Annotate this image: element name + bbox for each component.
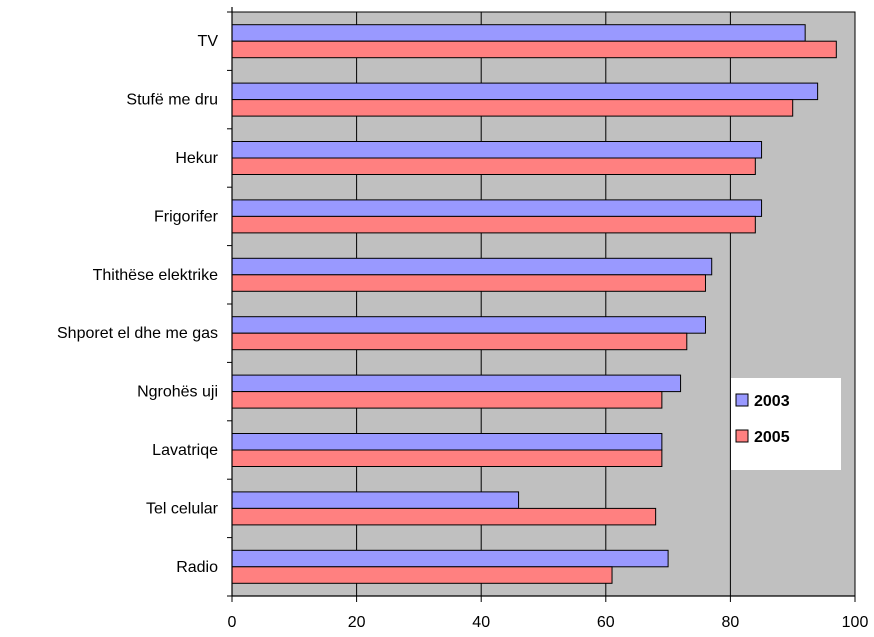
legend-label-2005: 2005: [754, 429, 790, 446]
bar-2003-2: [231, 141, 763, 159]
category-label: Shporet el dhe me gas: [57, 325, 218, 342]
bar-2005-1: [231, 99, 794, 117]
bar-2003-1: [231, 82, 819, 101]
bars: [231, 24, 837, 584]
axes: [227, 7, 856, 602]
legend: 2003 2005: [731, 378, 841, 470]
x-tick-label: 100: [842, 614, 869, 631]
bar-2005-9: [231, 566, 613, 584]
x-tick-label: 40: [472, 614, 490, 631]
bar-2003-5: [231, 316, 706, 334]
bar-2005-8: [231, 507, 657, 526]
category-label: Stufë me dru: [126, 92, 218, 109]
legend-box: [731, 378, 841, 470]
bar-2005-2: [231, 157, 756, 175]
x-tick-label: 0: [228, 614, 237, 631]
x-tick-label: 80: [722, 614, 740, 631]
bar-2005-3: [231, 215, 756, 234]
bar-2003-4: [231, 257, 713, 276]
category-label: TV: [198, 33, 219, 50]
bar-2005-6: [231, 391, 663, 409]
bar-2005-0: [231, 40, 837, 59]
x-tick-label: 60: [597, 614, 615, 631]
legend-swatch-2005: [735, 429, 749, 443]
bar-2003-7: [231, 433, 663, 451]
bar-2003-9: [231, 549, 669, 568]
category-label: Thithëse elektrike: [93, 267, 218, 284]
bar-2003-0: [231, 24, 806, 42]
bar-2003-3: [231, 199, 763, 217]
category-label: Lavatriqe: [152, 442, 218, 459]
category-labels: TV Stufë me dru Hekur Frigorifer Thithëse el…: [57, 33, 219, 576]
legend-swatch-2003: [735, 393, 749, 407]
bar-2003-6: [231, 374, 682, 393]
bar-2005-4: [231, 274, 706, 292]
category-label: Tel celular: [146, 500, 219, 517]
bar-2005-5: [231, 332, 688, 351]
category-label: Radio: [176, 559, 218, 576]
legend-label-2003: 2003: [754, 393, 790, 410]
category-label: Ngrohës uji: [137, 384, 218, 401]
x-tick-label: 20: [348, 614, 366, 631]
bar-2005-7: [231, 449, 663, 467]
category-label: Frigorifer: [154, 208, 219, 225]
bar-2003-8: [231, 491, 520, 509]
x-tick-labels: 0 20 40 60 80 100: [228, 614, 869, 631]
category-label: Hekur: [175, 150, 218, 167]
